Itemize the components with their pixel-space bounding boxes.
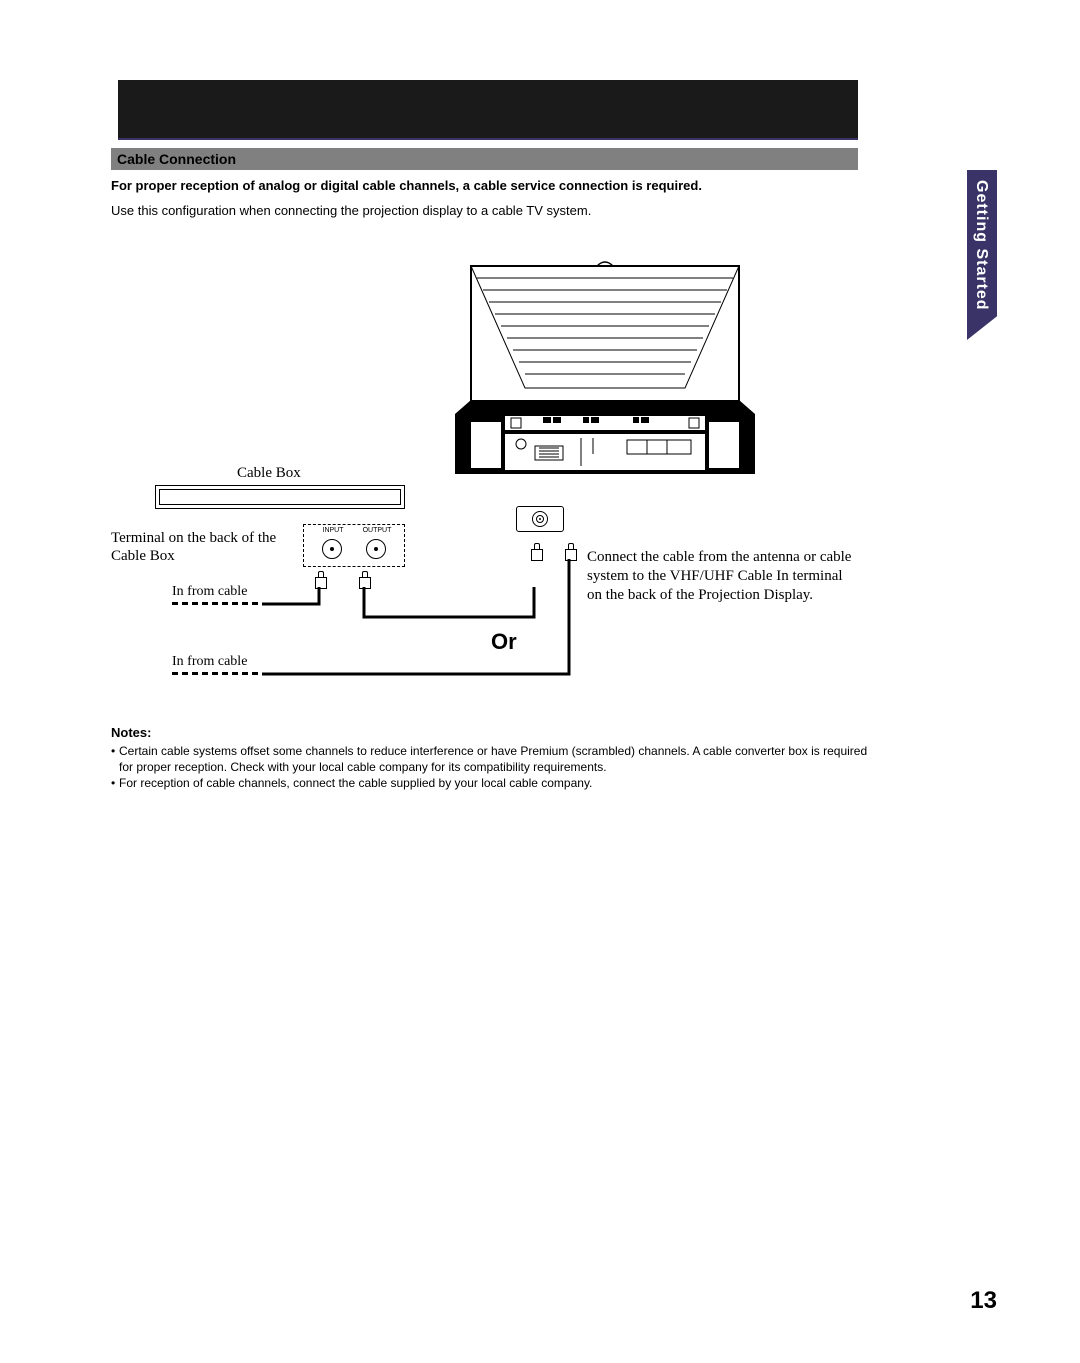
cable-box-label: Cable Box [237,465,301,482]
or-label: Or [491,629,517,655]
side-tab: Getting Started [967,170,997,340]
output-label: OUTPUT [362,527,392,534]
note-item: Certain cable systems offset some channe… [111,743,871,775]
plug-icon [531,543,541,559]
notes-section: Notes: Certain cable systems offset some… [111,725,871,792]
input-label: INPUT [318,527,348,534]
section-subtitle: For proper reception of analog or digita… [111,178,702,193]
cable-path-2 [262,559,575,679]
connect-instruction: Connect the cable from the antenna or ca… [587,548,861,604]
cable-box-icon [155,485,405,509]
page-header-bar [118,80,858,140]
in-from-cable-label: In from cable [172,584,247,600]
cable-dots-icon [172,602,262,605]
vhf-uhf-connector-icon [516,506,564,532]
page-number: 13 [970,1287,997,1315]
tv-illustration [455,260,755,480]
diagram: Cable Box Terminal on the back of the Ca… [111,260,881,700]
note-item: For reception of cable channels, connect… [111,775,871,791]
section-description: Use this configuration when connecting t… [111,203,591,218]
cable-dots-icon [172,672,262,675]
input-connector-icon [322,539,342,559]
terminal-label: Terminal on the back of the Cable Box [111,529,287,565]
output-connector-icon [366,539,386,559]
notes-title: Notes: [111,725,871,740]
in-from-cable-label: In from cable [172,654,247,670]
plug-icon [565,543,575,559]
side-tab-label: Getting Started [967,170,990,311]
section-title: Cable Connection [111,148,858,170]
